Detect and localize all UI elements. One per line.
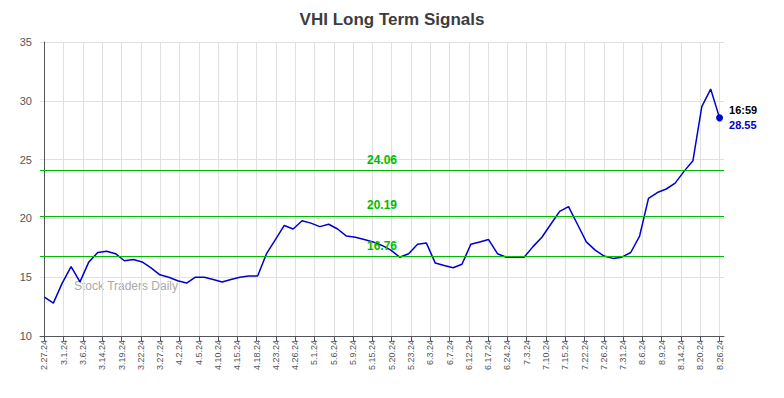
svg-text:7.3.24: 7.3.24 xyxy=(522,340,532,365)
svg-text:7.15.24: 7.15.24 xyxy=(560,340,570,370)
svg-text:4.15.24: 4.15.24 xyxy=(232,340,242,370)
svg-text:4.26.24: 4.26.24 xyxy=(290,340,300,370)
svg-text:3.6.24: 3.6.24 xyxy=(78,340,88,365)
svg-text:3.1.24: 3.1.24 xyxy=(59,340,69,365)
svg-text:8.9.24: 8.9.24 xyxy=(657,340,667,365)
svg-text:30: 30 xyxy=(20,95,32,107)
svg-text:7.10.24: 7.10.24 xyxy=(541,340,551,370)
svg-text:6.24.24: 6.24.24 xyxy=(502,340,512,370)
svg-text:16.76: 16.76 xyxy=(367,239,397,253)
svg-text:35: 35 xyxy=(20,36,32,48)
svg-text:6.7.24: 6.7.24 xyxy=(445,340,455,365)
svg-text:5.15.24: 5.15.24 xyxy=(367,340,377,370)
svg-text:5.6.24: 5.6.24 xyxy=(329,340,339,365)
svg-text:2.27.24: 2.27.24 xyxy=(39,340,49,370)
svg-text:4.18.24: 4.18.24 xyxy=(252,340,262,370)
svg-text:Stock Traders Daily: Stock Traders Daily xyxy=(74,279,178,293)
svg-text:8.14.24: 8.14.24 xyxy=(676,340,686,370)
svg-text:VHI Long Term Signals: VHI Long Term Signals xyxy=(300,10,485,29)
svg-text:7.22.24: 7.22.24 xyxy=(580,340,590,370)
svg-text:6.17.24: 6.17.24 xyxy=(483,340,493,370)
svg-text:4.23.24: 4.23.24 xyxy=(271,340,281,370)
svg-text:3.14.24: 3.14.24 xyxy=(97,340,107,370)
svg-text:5.23.24: 5.23.24 xyxy=(406,340,416,370)
svg-text:20.19: 20.19 xyxy=(367,198,397,212)
svg-text:5.20.24: 5.20.24 xyxy=(387,340,397,370)
svg-text:5.1.24: 5.1.24 xyxy=(309,340,319,365)
svg-text:5.9.24: 5.9.24 xyxy=(348,340,358,365)
svg-text:4.5.24: 4.5.24 xyxy=(194,340,204,365)
svg-text:20: 20 xyxy=(20,212,32,224)
svg-text:6.3.24: 6.3.24 xyxy=(425,340,435,365)
svg-text:7.26.24: 7.26.24 xyxy=(599,340,609,370)
svg-text:4.2.24: 4.2.24 xyxy=(174,340,184,365)
svg-text:28.55: 28.55 xyxy=(729,119,757,131)
svg-text:10: 10 xyxy=(20,330,32,342)
svg-text:16:59: 16:59 xyxy=(729,104,757,116)
svg-text:4.10.24: 4.10.24 xyxy=(213,340,223,370)
svg-text:3.22.24: 3.22.24 xyxy=(136,340,146,370)
svg-text:8.6.24: 8.6.24 xyxy=(637,340,647,365)
svg-text:3.19.24: 3.19.24 xyxy=(117,340,127,370)
svg-text:15: 15 xyxy=(20,271,32,283)
svg-text:3.27.24: 3.27.24 xyxy=(155,340,165,370)
svg-text:24.06: 24.06 xyxy=(367,153,397,167)
svg-text:6.12.24: 6.12.24 xyxy=(464,340,474,370)
svg-text:7.31.24: 7.31.24 xyxy=(618,340,628,370)
svg-text:25: 25 xyxy=(20,154,32,166)
svg-text:8.20.24: 8.20.24 xyxy=(695,340,705,370)
svg-text:8.26.24: 8.26.24 xyxy=(715,340,725,370)
